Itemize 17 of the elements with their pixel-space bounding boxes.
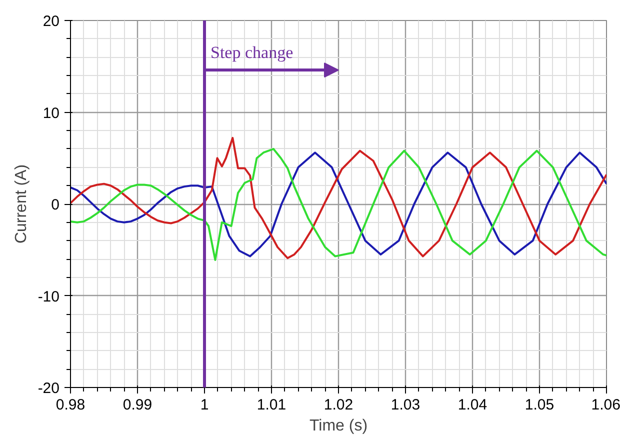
y-tick-label: 10 [42,104,60,122]
x-axis-title: Time (s) [309,418,368,434]
x-tick-label: 1 [200,396,209,414]
x-tick-label: 1.01 [256,396,286,414]
x-tick-label: 0.99 [122,396,152,414]
y-tick-label: 20 [42,13,60,30]
x-tick-label: 0.98 [56,396,86,414]
y-tick-label: -20 [38,380,60,397]
x-tick-label: 1.03 [390,396,420,414]
x-tick-label: 1.04 [458,396,488,414]
annotation: Step change [210,43,294,62]
y-tick-label: 0 [51,196,60,214]
x-tick-label: 1.02 [324,396,354,414]
y-tick-label: -10 [38,288,60,306]
x-tick-label: 1.06 [591,396,620,414]
y-axis-title: Current (A) [12,164,30,244]
x-tick-label: 1.05 [524,396,554,414]
